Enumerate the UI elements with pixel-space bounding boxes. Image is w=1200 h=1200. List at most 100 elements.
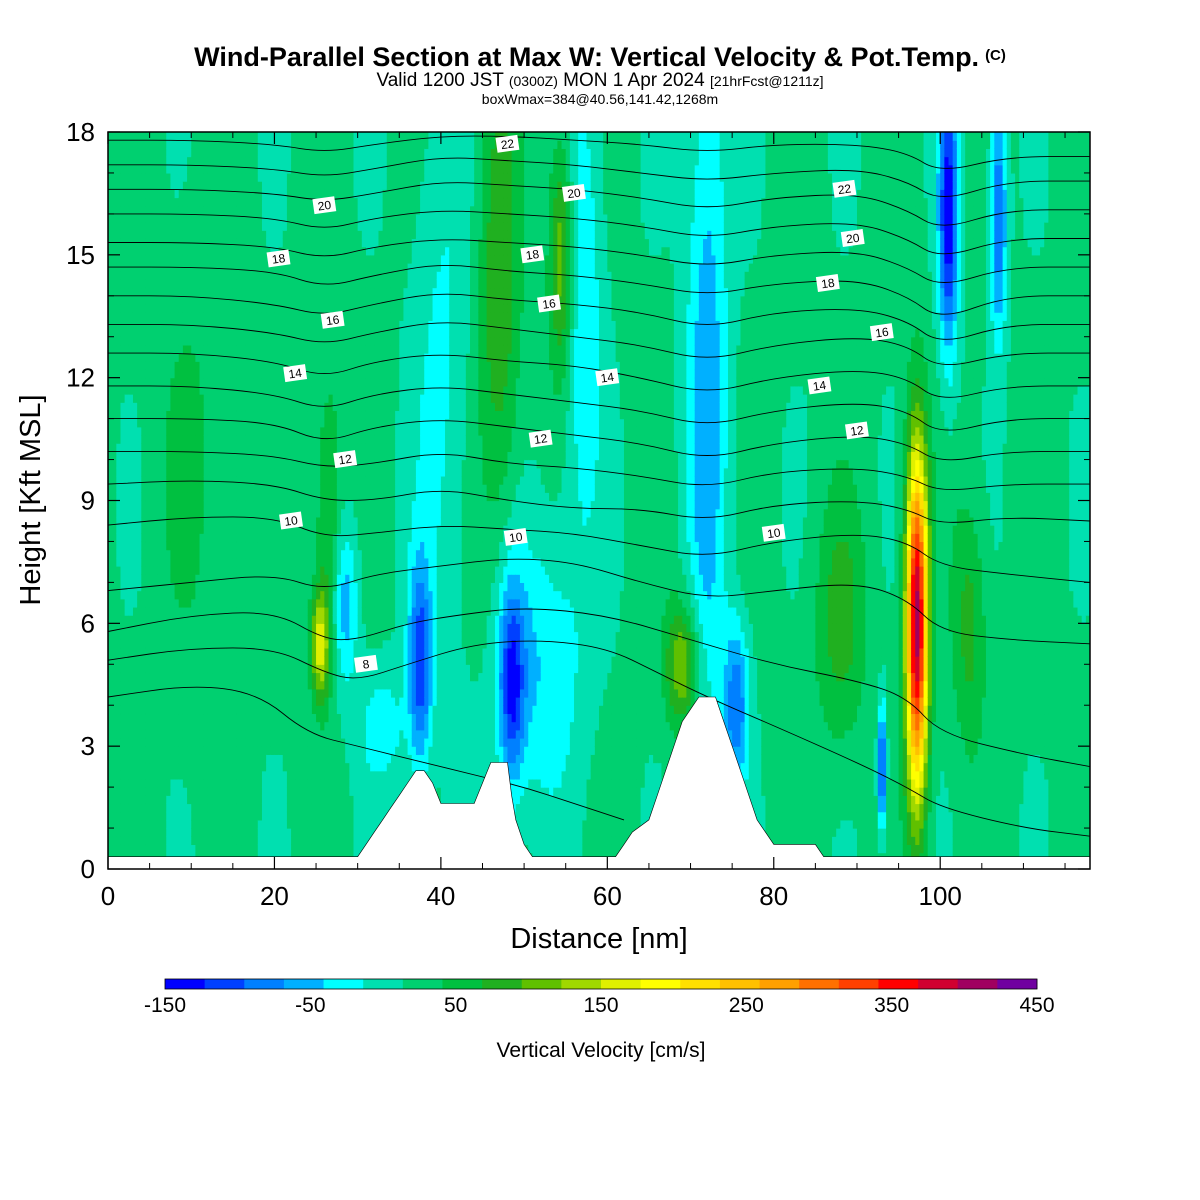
field-cell	[179, 656, 184, 665]
field-cell	[175, 378, 180, 387]
field-cell	[133, 738, 138, 747]
field-cell	[166, 394, 171, 403]
field-cell	[129, 623, 134, 632]
field-cell	[116, 361, 121, 370]
field-cell	[145, 419, 150, 428]
field-cell	[141, 501, 146, 510]
field-cell	[154, 337, 159, 346]
field-cell	[125, 255, 130, 264]
field-cell	[154, 492, 159, 501]
field-cell	[150, 738, 155, 747]
field-cell	[141, 288, 146, 297]
field-cell	[129, 803, 134, 812]
field-cell	[179, 738, 184, 747]
field-cell	[175, 468, 180, 477]
field-cell	[112, 353, 117, 362]
field-cell	[170, 713, 175, 722]
field-cell	[141, 173, 146, 182]
field-cell	[145, 279, 150, 288]
field-cell	[150, 435, 155, 444]
field-cell	[141, 304, 146, 313]
field-cell	[154, 828, 159, 837]
field-cell	[116, 820, 121, 829]
field-cell	[125, 754, 130, 763]
field-cell	[112, 541, 117, 550]
field-cell	[158, 394, 163, 403]
field-cell	[120, 394, 125, 403]
field-cell	[137, 705, 142, 714]
field-cell	[125, 247, 130, 256]
field-cell	[133, 533, 138, 542]
field-cell	[150, 509, 155, 518]
field-cell	[179, 672, 184, 681]
field-cell	[116, 738, 121, 747]
field-cell	[170, 574, 175, 583]
field-cell	[120, 206, 125, 215]
field-cell	[145, 173, 150, 182]
field-cell	[137, 730, 142, 739]
field-cell	[125, 681, 130, 690]
field-cell	[154, 566, 159, 575]
field-cell	[162, 140, 167, 149]
field-cell	[162, 697, 167, 706]
field-cell	[145, 198, 150, 207]
field-cell	[170, 329, 175, 338]
field-cell	[141, 574, 146, 583]
field-cell	[166, 279, 171, 288]
field-cell	[154, 591, 159, 600]
field-cell	[133, 402, 138, 411]
field-cell	[175, 173, 180, 182]
field-cell	[150, 222, 155, 231]
field-cell	[129, 664, 134, 673]
field-cell	[112, 312, 117, 321]
field-cell	[166, 763, 171, 772]
field-cell	[154, 550, 159, 559]
field-cell	[158, 820, 163, 829]
field-cell	[158, 402, 163, 411]
field-cell	[141, 615, 146, 624]
field-cell	[137, 410, 142, 419]
field-cell	[150, 271, 155, 280]
field-cell	[162, 304, 167, 313]
field-cell	[112, 279, 117, 288]
field-cell	[112, 132, 117, 141]
field-cell	[125, 386, 130, 395]
field-cell	[145, 812, 150, 821]
field-cell	[129, 632, 134, 641]
field-cell	[145, 836, 150, 845]
field-cell	[141, 697, 146, 706]
field-cell	[162, 525, 167, 534]
field-cell	[162, 451, 167, 460]
field-cell	[141, 484, 146, 493]
field-cell	[166, 730, 171, 739]
field-cell	[179, 689, 184, 698]
field-cell	[162, 550, 167, 559]
field-cell	[166, 451, 171, 460]
field-cell	[175, 279, 180, 288]
field-cell	[166, 468, 171, 477]
field-cell	[145, 427, 150, 436]
field-cell	[112, 820, 117, 829]
field-cell	[137, 664, 142, 673]
field-cell	[154, 247, 159, 256]
field-cell	[141, 427, 146, 436]
field-cell	[112, 763, 117, 772]
field-cell	[162, 566, 167, 575]
field-cell	[166, 271, 171, 280]
field-cell	[125, 779, 130, 788]
field-cell	[158, 460, 163, 469]
field-cell	[166, 443, 171, 452]
field-cell	[125, 836, 130, 845]
field-cell	[137, 230, 142, 239]
field-cell	[166, 427, 171, 436]
field-cell	[116, 722, 121, 731]
field-cell	[141, 664, 146, 673]
field-cell	[129, 451, 134, 460]
field-cell	[170, 173, 175, 182]
field-cell	[129, 460, 134, 469]
field-cell	[154, 378, 159, 387]
field-cell	[112, 754, 117, 763]
field-cell	[133, 181, 138, 190]
field-cell	[116, 369, 121, 378]
field-cell	[129, 230, 134, 239]
